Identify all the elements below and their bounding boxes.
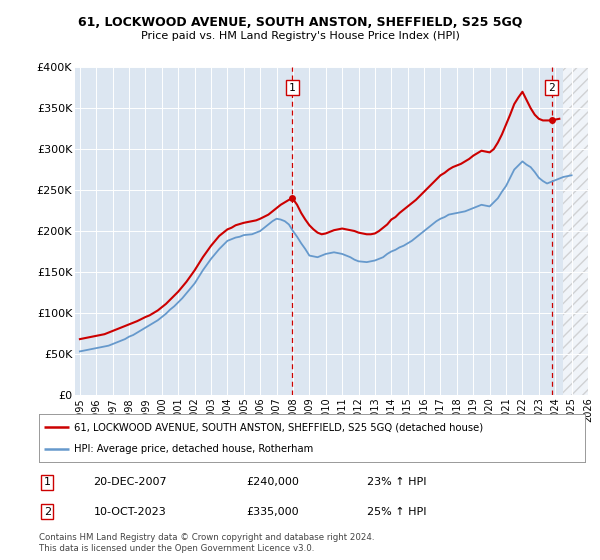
Text: 61, LOCKWOOD AVENUE, SOUTH ANSTON, SHEFFIELD, S25 5GQ (detached house): 61, LOCKWOOD AVENUE, SOUTH ANSTON, SHEFF… (74, 422, 484, 432)
Text: Contains HM Land Registry data © Crown copyright and database right 2024.
This d: Contains HM Land Registry data © Crown c… (39, 533, 374, 553)
Text: 2: 2 (548, 83, 555, 92)
Text: £335,000: £335,000 (247, 507, 299, 517)
Text: 10-OCT-2023: 10-OCT-2023 (94, 507, 166, 517)
Text: £240,000: £240,000 (247, 477, 299, 487)
Bar (563, 67, 596, 395)
Text: 20-DEC-2007: 20-DEC-2007 (94, 477, 167, 487)
Text: 25% ↑ HPI: 25% ↑ HPI (367, 507, 426, 517)
Text: HPI: Average price, detached house, Rotherham: HPI: Average price, detached house, Roth… (74, 444, 314, 454)
Text: 1: 1 (44, 477, 50, 487)
Text: 2: 2 (44, 507, 51, 517)
Text: 61, LOCKWOOD AVENUE, SOUTH ANSTON, SHEFFIELD, S25 5GQ: 61, LOCKWOOD AVENUE, SOUTH ANSTON, SHEFF… (78, 16, 522, 29)
Text: 1: 1 (289, 83, 296, 92)
Text: Price paid vs. HM Land Registry's House Price Index (HPI): Price paid vs. HM Land Registry's House … (140, 31, 460, 41)
Text: 23% ↑ HPI: 23% ↑ HPI (367, 477, 426, 487)
